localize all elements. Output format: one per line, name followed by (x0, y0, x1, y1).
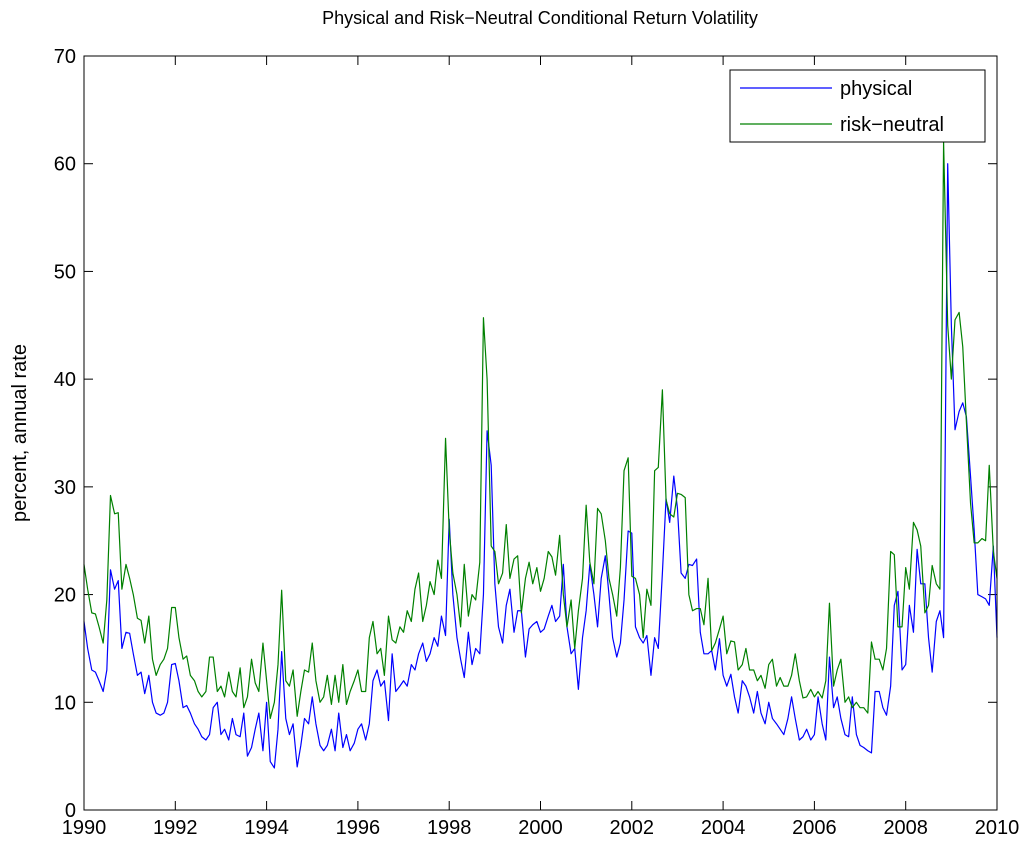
x-tick-label: 1996 (336, 817, 381, 839)
legend-box (729, 69, 986, 143)
plot-area: 1990 1992 1994 1996 1998 2000 2002 2004 2006 2008… (54, 46, 1020, 839)
series-line (83, 141, 998, 720)
x-tick-label: 2008 (883, 817, 928, 839)
legend-label: risk−neutral (840, 114, 944, 136)
y-tick-label: 30 (54, 477, 76, 499)
x-tick-label: 2010 (975, 817, 1020, 839)
x-tick-label: 2006 (792, 817, 837, 839)
y-tick-label: 70 (54, 46, 76, 68)
y-tick-label: 50 (54, 261, 76, 283)
y-tick-label: 20 (54, 585, 76, 607)
x-tick-label: 2004 (701, 817, 746, 839)
x-tick-label: 2000 (518, 817, 563, 839)
legend-label: physical (840, 78, 912, 100)
x-tick-label: 1990 (62, 817, 107, 839)
x-tick-label: 1998 (427, 817, 472, 839)
series-line (83, 163, 998, 769)
y-tick-label: 0 (65, 800, 76, 822)
x-tick-label: 2002 (610, 817, 655, 839)
axes-frame (83, 55, 998, 811)
y-tick-label: 40 (54, 369, 76, 391)
x-tick-label: 1992 (153, 817, 198, 839)
x-tick-label: 1994 (244, 817, 289, 839)
y-axis-label: percent, annual rate (9, 344, 31, 522)
chart-title: Physical and Risk−Neutral Conditional Re… (322, 8, 758, 28)
y-tick-label: 10 (54, 692, 76, 714)
y-tick-label: 60 (54, 154, 76, 176)
